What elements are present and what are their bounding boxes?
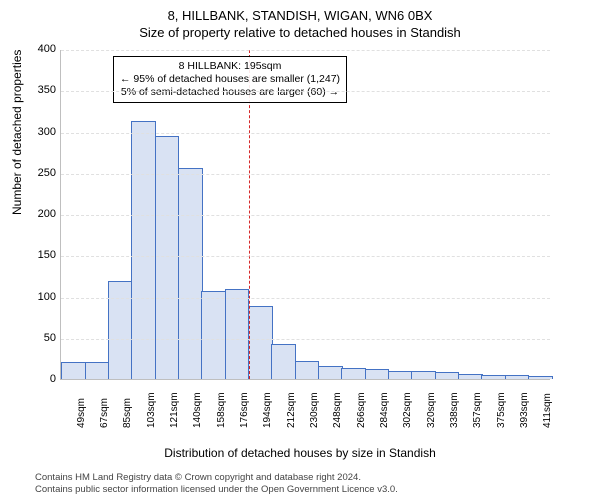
bar: [458, 374, 483, 379]
bar: [131, 121, 156, 379]
title-address: 8, HILLBANK, STANDISH, WIGAN, WN6 0BX: [0, 0, 600, 23]
x-tick-label: 338sqm: [449, 392, 460, 428]
bar: [411, 371, 436, 379]
x-axis-label: Distribution of detached houses by size …: [0, 446, 600, 460]
bar: [388, 371, 413, 379]
bar: [505, 375, 530, 379]
x-tick-label: 121sqm: [169, 392, 180, 428]
chart-container: 8, HILLBANK, STANDISH, WIGAN, WN6 0BX Si…: [0, 0, 600, 500]
bar: [225, 289, 250, 379]
y-tick-label: 200: [21, 208, 56, 220]
x-tick-label: 212sqm: [286, 392, 297, 428]
y-tick-label: 150: [21, 249, 56, 261]
y-tick-label: 100: [21, 291, 56, 303]
y-axis-label: Number of detached properties: [10, 50, 24, 215]
bar: [318, 366, 343, 379]
x-tick-label: 393sqm: [519, 392, 530, 428]
footer-line-1: Contains HM Land Registry data © Crown c…: [35, 472, 398, 483]
x-tick-label: 411sqm: [542, 393, 553, 428]
bar: [435, 372, 460, 379]
y-tick-label: 0: [21, 373, 56, 385]
bar: [481, 375, 506, 379]
gridline: [61, 174, 550, 175]
plot-area: 8 HILLBANK: 195sqm ← 95% of detached hou…: [60, 50, 550, 380]
gridline: [61, 256, 550, 257]
x-tick-label: 85sqm: [122, 398, 133, 428]
x-tick-label: 49sqm: [76, 398, 87, 428]
info-line-1: 8 HILLBANK: 195sqm: [120, 60, 340, 73]
x-tick-label: 375sqm: [496, 392, 507, 428]
y-tick-label: 350: [21, 84, 56, 96]
bar: [528, 376, 553, 379]
bar: [248, 306, 273, 379]
y-tick-label: 250: [21, 167, 56, 179]
bar: [155, 136, 180, 379]
bar: [178, 168, 203, 379]
gridline: [61, 133, 550, 134]
footer-line-2: Contains public sector information licen…: [35, 484, 398, 495]
x-tick-label: 357sqm: [472, 392, 483, 428]
title-subtitle: Size of property relative to detached ho…: [0, 23, 600, 40]
x-tick-label: 103sqm: [146, 392, 157, 428]
x-tick-label: 284sqm: [379, 392, 390, 428]
footer: Contains HM Land Registry data © Crown c…: [35, 472, 398, 495]
y-tick-label: 300: [21, 126, 56, 138]
bar: [271, 344, 296, 379]
x-tick-label: 248sqm: [332, 392, 343, 428]
x-tick-label: 158sqm: [216, 392, 227, 428]
bar: [365, 369, 390, 379]
x-tick-label: 194sqm: [262, 392, 273, 428]
bar: [85, 362, 110, 379]
info-line-3: 5% of semi-detached houses are larger (6…: [120, 86, 340, 99]
bar: [341, 368, 366, 379]
info-line-2: ← 95% of detached houses are smaller (1,…: [120, 73, 340, 86]
bar: [61, 362, 86, 379]
x-tick-label: 67sqm: [99, 398, 110, 428]
x-tick-label: 320sqm: [426, 392, 437, 428]
y-tick-label: 400: [21, 43, 56, 55]
bar: [295, 361, 320, 379]
bar: [201, 291, 226, 379]
bar: [108, 281, 133, 379]
gridline: [61, 215, 550, 216]
gridline: [61, 298, 550, 299]
x-tick-label: 266sqm: [356, 392, 367, 428]
x-tick-label: 230sqm: [309, 392, 320, 428]
gridline: [61, 91, 550, 92]
gridline: [61, 50, 550, 51]
x-tick-label: 302sqm: [402, 392, 413, 428]
y-tick-label: 50: [21, 332, 56, 344]
x-tick-label: 176sqm: [239, 392, 250, 428]
x-tick-label: 140sqm: [192, 392, 203, 428]
gridline: [61, 339, 550, 340]
info-box: 8 HILLBANK: 195sqm ← 95% of detached hou…: [113, 56, 347, 103]
